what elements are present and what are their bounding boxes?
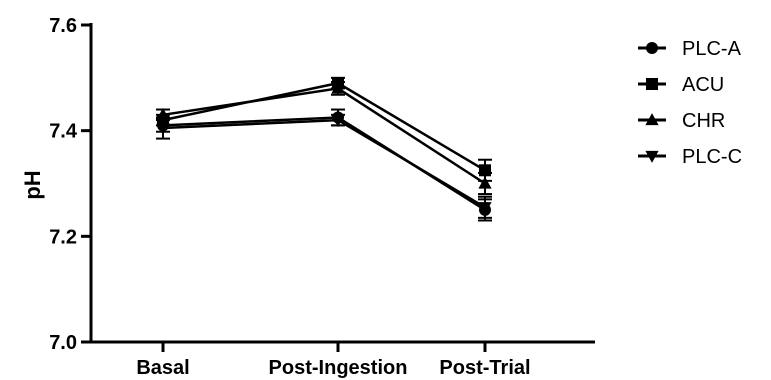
- axes: [89, 23, 595, 344]
- data-point-plc-c: [156, 122, 170, 135]
- y-tick-label: 7.0: [49, 332, 77, 354]
- legend-marker-acu: [646, 78, 658, 90]
- y-tick-label: 7.6: [49, 15, 77, 37]
- data-point-plc-c: [478, 202, 492, 215]
- x-tick-label: Post-Ingestion: [269, 357, 408, 379]
- x-tick-label: Basal: [136, 357, 189, 379]
- y-axis-title: pH: [20, 170, 45, 199]
- data-point-chr: [478, 176, 492, 189]
- series-line-plc-a: [162, 116, 486, 211]
- legend-item-chr: CHR: [638, 110, 725, 132]
- series-acu: [156, 76, 492, 182]
- legend-label-chr: CHR: [682, 110, 725, 132]
- series-chr: [156, 81, 492, 196]
- data-point-plc-c: [331, 115, 345, 127]
- series-line-chr: [162, 87, 486, 185]
- legend: PLC-A ACU CHR PLC-C: [638, 38, 742, 168]
- y-tick-label: 7.4: [49, 121, 78, 143]
- x-tick-label: Post-Trial: [439, 357, 530, 379]
- series-plc-c: [156, 113, 492, 219]
- data-point-chr: [331, 81, 345, 94]
- legend-item-plc-a: PLC-A: [638, 38, 742, 60]
- x-ticks: Basal Post-Ingestion Post-Trial: [136, 342, 531, 379]
- legend-marker-plc-a: [646, 42, 658, 54]
- legend-label-plc-a: PLC-A: [682, 38, 742, 60]
- y-ticks: 7.0 7.2 7.4 7.6: [49, 15, 91, 354]
- legend-marker-chr: [645, 113, 659, 126]
- y-tick-label: 7.2: [49, 226, 77, 248]
- series-group: [156, 76, 492, 222]
- legend-label-plc-c: PLC-C: [682, 146, 742, 168]
- legend-marker-plc-c: [645, 150, 659, 163]
- legend-label-acu: ACU: [682, 74, 724, 96]
- series-line-plc-c: [162, 118, 486, 209]
- legend-item-plc-c: PLC-C: [638, 146, 742, 168]
- legend-item-acu: ACU: [638, 74, 724, 96]
